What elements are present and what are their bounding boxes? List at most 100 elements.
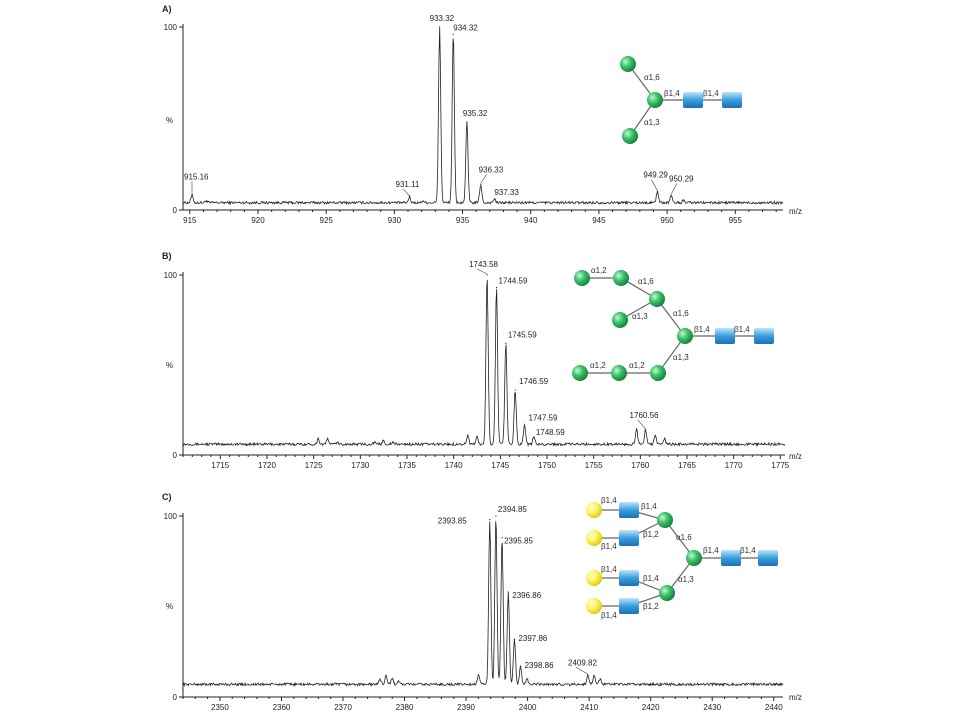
link-label: β1,4 — [641, 502, 657, 511]
peak-point — [523, 423, 526, 425]
peak-point — [408, 196, 411, 198]
link-label: β1,4 — [740, 546, 756, 555]
x-tick-label: 1755 — [585, 461, 603, 470]
peak-label: 2409.82 — [568, 658, 597, 667]
glcnac-icon — [722, 92, 742, 108]
peak-point — [205, 200, 207, 202]
mannose-icon — [657, 512, 673, 528]
x-tick-label: 1765 — [678, 461, 696, 470]
link-label: α1,6 — [644, 73, 660, 82]
x-tick-label: 1715 — [211, 461, 229, 470]
peak-label: 935.32 — [463, 109, 488, 118]
x-tick-label: 2350 — [211, 703, 229, 712]
x-tick-label: 945 — [592, 216, 606, 225]
peak-label: 1743.58 — [469, 260, 498, 269]
x-tick-label: 2380 — [396, 703, 414, 712]
peak-label: 933.32 — [430, 14, 455, 23]
peak-leader — [651, 179, 658, 191]
mannose-icon — [649, 291, 665, 307]
link-label: α1,3 — [632, 312, 648, 321]
glcnac-icon — [715, 328, 735, 344]
glcnac-icon — [619, 530, 639, 546]
glycan-structure-c: β1,4 β1,4 β1,4 β1,2 α1,6 β1,4 β1,4 β1,4 … — [586, 496, 778, 620]
y-tick-label: 100 — [164, 271, 178, 280]
peak-point — [520, 665, 522, 667]
x-tick-label: 935 — [456, 216, 470, 225]
link-label: β1,4 — [734, 325, 750, 334]
x-tick-label: 2410 — [580, 703, 598, 712]
x-tick-label: 2400 — [519, 703, 537, 712]
peak-point — [495, 515, 497, 517]
peak-point — [373, 441, 375, 443]
link-label: β1,2 — [643, 530, 659, 539]
peak-point — [513, 638, 516, 640]
peak-label: 1746.59 — [519, 377, 548, 386]
x-tick-label: 1750 — [538, 461, 556, 470]
peak-label: 2397.86 — [518, 634, 547, 643]
x-tick-label: 1760 — [631, 461, 649, 470]
peak-point — [317, 438, 319, 440]
peak-point — [493, 198, 495, 200]
glycan-structure-b: α1,2 α1,6 α1,3 α1,6 β1,4 β1,4 α1,2 α1,2 … — [572, 266, 774, 381]
panel-b: B) 0 100 1715 1720 1725 1730 1735 1740 1745 1750 1… — [162, 251, 802, 470]
peak-label: 1744.59 — [499, 277, 528, 286]
peak-point — [495, 287, 498, 289]
peak-point — [501, 537, 503, 539]
peak-point — [392, 441, 394, 443]
x-tick-label: 1730 — [351, 461, 369, 470]
peak-label: 950.29 — [669, 174, 694, 183]
x-tick-label: 2360 — [273, 703, 291, 712]
peak-point — [391, 678, 393, 680]
panel-b-plot: 0 100 1715 1720 1725 1730 1735 1740 1745 1750 1755… — [164, 260, 790, 470]
x-tick-label: 1775 — [771, 461, 789, 470]
mannose-icon — [574, 270, 590, 286]
peak-label: 949.29 — [643, 171, 668, 180]
link-label: β1,4 — [703, 89, 719, 98]
galactose-icon — [586, 570, 602, 586]
panel-c-ylabel: % — [166, 602, 173, 611]
link-label: α1,2 — [629, 361, 645, 370]
glcnac-icon — [683, 92, 703, 108]
x-tick-label: 1720 — [258, 461, 276, 470]
galactose-icon — [586, 530, 602, 546]
x-tick-label: 940 — [524, 216, 538, 225]
panel-b-ylabel: % — [166, 361, 173, 370]
glcnac-icon — [619, 570, 639, 586]
peak-leader — [637, 419, 646, 429]
glcnac-icon — [754, 328, 774, 344]
peak-leader — [403, 188, 410, 197]
peak-point — [397, 680, 399, 682]
peak-point — [477, 674, 479, 676]
peak-point — [191, 194, 193, 196]
link-label: α1,6 — [676, 533, 692, 542]
mannose-icon — [647, 92, 663, 108]
peak-label: 936.33 — [479, 165, 504, 174]
y-tick-label: 100 — [164, 23, 178, 32]
peak-point — [664, 438, 666, 440]
peak-point — [385, 674, 387, 676]
peak-label: 2398.86 — [525, 661, 554, 670]
link-label: β1,4 — [643, 574, 659, 583]
peak-point — [654, 434, 656, 436]
peak-label: 2395.85 — [504, 537, 533, 546]
link-label: α1,2 — [590, 361, 606, 370]
x-tick-label: 920 — [251, 216, 265, 225]
panel-b-xlabel: m/z — [789, 452, 802, 461]
x-tick-label: 1735 — [398, 461, 416, 470]
spectrum-trace — [182, 279, 786, 447]
x-tick-label: 1745 — [491, 461, 509, 470]
peak-point — [526, 678, 528, 680]
peak-point — [636, 429, 638, 431]
link-label: α1,3 — [644, 118, 660, 127]
peak-label: 2396.86 — [512, 591, 541, 600]
peak-leader — [476, 268, 488, 275]
link-label: α1,3 — [678, 575, 694, 584]
panel-a-label: A) — [162, 4, 172, 14]
peak-point — [486, 274, 488, 276]
link-label: β1,4 — [703, 546, 719, 555]
link-label: α1,6 — [673, 309, 689, 318]
panel-a-ylabel: % — [166, 116, 173, 125]
x-tick-label: 2440 — [765, 703, 783, 712]
peak-label: 1747.59 — [529, 413, 558, 422]
